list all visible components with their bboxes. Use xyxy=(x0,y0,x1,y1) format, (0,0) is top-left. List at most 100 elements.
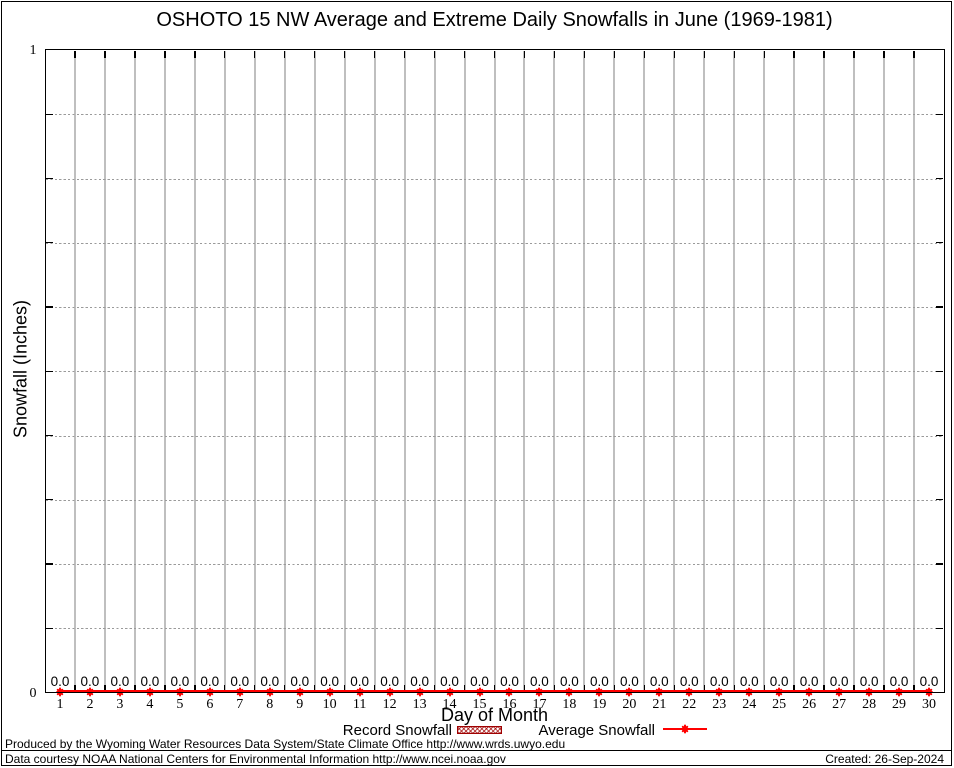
value-label: 0.0 xyxy=(769,673,789,689)
legend-average-marker-icon xyxy=(680,724,689,734)
y-tick-left xyxy=(46,113,53,115)
x-tick-bottom xyxy=(793,685,795,692)
x-tick-label: 28 xyxy=(862,696,877,712)
x-tick-top xyxy=(104,50,106,58)
x-tick-top xyxy=(673,50,675,58)
value-label: 0.0 xyxy=(380,673,399,689)
x-tick-bottom xyxy=(883,685,885,692)
x-tick-bottom xyxy=(164,685,166,692)
value-label: 0.0 xyxy=(440,673,459,689)
x-tick-top xyxy=(883,50,885,58)
x-tick-top xyxy=(373,50,376,58)
x-tick-top xyxy=(314,50,316,58)
value-label: 0.0 xyxy=(50,673,70,689)
x-tick-top xyxy=(433,50,436,58)
value-label: 0.0 xyxy=(170,673,190,689)
x-tick-bottom xyxy=(314,685,316,692)
y-tick-left xyxy=(46,242,53,244)
footer-separator-line xyxy=(0,750,953,752)
x-tick-label: 8 xyxy=(266,696,274,712)
x-tick-bottom xyxy=(823,685,825,692)
horizontal-gridline xyxy=(46,564,943,566)
x-tick-label: 2 xyxy=(86,696,94,712)
horizontal-gridline xyxy=(46,500,943,502)
x-tick-top xyxy=(194,50,196,58)
value-label: 0.0 xyxy=(530,673,549,689)
x-tick-label: 26 xyxy=(802,696,817,712)
x-tick-label: 12 xyxy=(382,696,397,712)
y-tick-right xyxy=(936,113,944,115)
x-tick-label: 11 xyxy=(352,696,367,712)
value-label: 0.0 xyxy=(200,673,220,689)
value-label: 0.0 xyxy=(140,673,160,689)
x-tick-top xyxy=(284,50,286,58)
x-tick-bottom xyxy=(643,685,646,692)
x-tick-top xyxy=(703,50,705,58)
x-tick-bottom xyxy=(493,685,496,692)
value-label: 0.0 xyxy=(230,673,250,689)
x-tick-bottom xyxy=(853,685,855,692)
y-tick-right xyxy=(936,242,944,244)
x-tick-bottom xyxy=(583,685,586,692)
x-tick-label: 9 xyxy=(296,696,304,712)
y-tick-left xyxy=(46,306,53,308)
x-tick-top xyxy=(343,50,346,58)
x-tick-top xyxy=(523,50,526,58)
y-tick-left xyxy=(46,434,53,437)
x-tick-label: 10 xyxy=(322,696,337,712)
x-tick-top xyxy=(913,50,915,58)
x-tick-bottom xyxy=(403,685,406,692)
x-tick-top xyxy=(823,50,825,58)
horizontal-gridline xyxy=(46,179,943,181)
legend-average-label: Average Snowfall xyxy=(538,722,655,739)
value-label: 0.0 xyxy=(829,673,849,689)
x-tick-top xyxy=(793,50,795,58)
x-tick-bottom xyxy=(134,685,136,692)
x-tick-top xyxy=(74,50,76,58)
x-tick-top xyxy=(763,50,765,58)
x-tick-label: 18 xyxy=(562,696,577,712)
x-tick-label: 17 xyxy=(532,696,547,712)
x-axis-title: Day of Month xyxy=(440,705,549,726)
y-tick-label-min: 0 xyxy=(29,685,37,701)
x-tick-top xyxy=(613,50,616,58)
x-tick-label: 21 xyxy=(652,696,667,712)
value-label: 0.0 xyxy=(470,673,489,689)
y-tick-left xyxy=(46,177,53,180)
value-label: 0.0 xyxy=(919,673,939,689)
value-label: 0.0 xyxy=(889,673,909,689)
x-tick-label: 16 xyxy=(502,696,517,712)
average-snowfall-line xyxy=(59,690,929,693)
x-tick-bottom xyxy=(433,685,436,692)
x-tick-label: 22 xyxy=(682,696,697,712)
x-tick-label: 24 xyxy=(742,696,757,712)
x-tick-bottom xyxy=(613,685,616,692)
legend-record-label: Record Snowfall xyxy=(342,722,452,739)
x-tick-label: 15 xyxy=(472,696,487,712)
y-tick-right xyxy=(936,306,944,308)
y-tick-left xyxy=(46,563,53,565)
y-tick-left xyxy=(46,627,53,629)
y-tick-right xyxy=(936,499,944,501)
value-label: 0.0 xyxy=(80,673,100,689)
x-tick-top xyxy=(553,50,556,58)
x-tick-label: 19 xyxy=(592,696,607,712)
x-tick-bottom xyxy=(703,685,705,692)
x-tick-bottom xyxy=(74,685,76,692)
value-label: 0.0 xyxy=(739,673,759,689)
x-tick-label: 30 xyxy=(922,696,937,712)
x-tick-top xyxy=(733,50,735,58)
x-tick-label: 6 xyxy=(206,696,214,712)
x-tick-label: 27 xyxy=(832,696,847,712)
x-tick-bottom xyxy=(733,685,735,692)
value-label: 0.0 xyxy=(500,673,519,689)
x-tick-bottom xyxy=(104,685,106,692)
horizontal-gridline xyxy=(46,436,943,438)
value-label: 0.0 xyxy=(679,673,699,689)
value-label: 0.0 xyxy=(649,673,669,689)
value-label: 0.0 xyxy=(859,673,879,689)
y-tick-right xyxy=(936,177,944,180)
y-tick-left xyxy=(46,499,53,501)
value-label: 0.0 xyxy=(350,673,370,689)
y-tick-right xyxy=(936,627,944,629)
